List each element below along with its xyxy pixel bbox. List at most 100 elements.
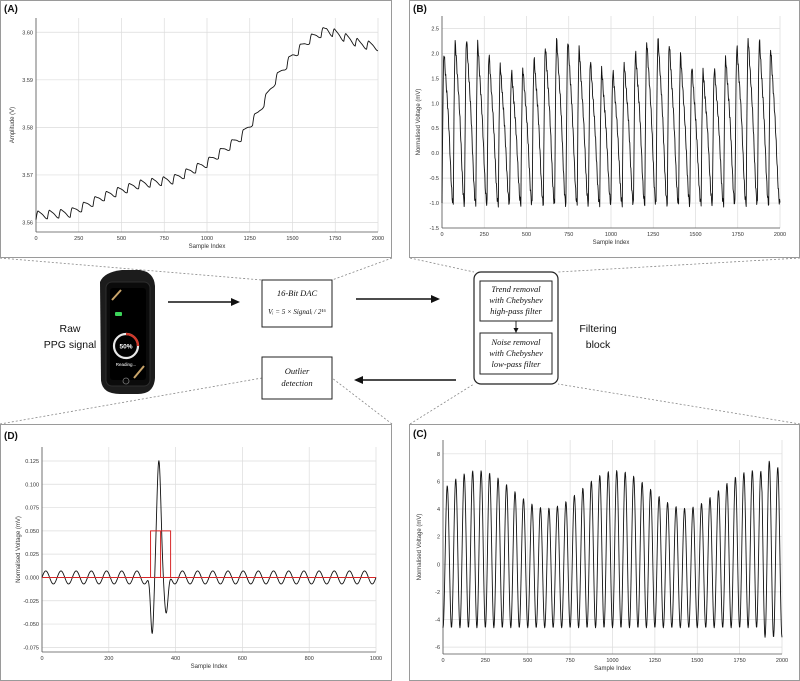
y-tick-label: 3.59 [22,78,33,84]
x-axis-label: Sample Index [191,664,228,670]
y-tick-label: 3.56 [22,220,33,226]
x-tick-label: 1750 [732,232,744,238]
x-tick-label: 1500 [691,658,703,664]
y-tick-label: 0 [437,562,440,568]
outlier-detection-box [261,356,333,400]
signal-trace [442,460,783,638]
x-tick-label: 1250 [647,232,659,238]
signal-trace [441,37,781,208]
chart-a: 3.56 3.57 3.58 3.59 3.60 0 250 500 750 1000 1250 15… [10,18,384,250]
x-tick-label: 1500 [286,236,298,242]
y-tick-label: 0.5 [431,126,439,132]
y-tick-label: 0.075 [25,506,39,512]
x-tick-label: 1000 [201,236,213,242]
connector-d-right [331,377,393,425]
y-tick-label: 2 [437,535,440,541]
chart-d: -0.075 -0.050 -0.025 0.000 0.025 0.050 0.075 0.… [16,447,382,670]
y-tick-label: -1.5 [430,226,439,232]
x-tick-label: 1000 [606,658,618,664]
arrow-device-to-dac [168,298,240,306]
y-tick-label: 0.050 [25,529,39,535]
noise-line2: with Chebyshev [489,348,543,358]
dac-box [261,279,333,328]
x-tick-label: 1250 [244,236,256,242]
connector-a-right [331,257,393,281]
x-tick-label: 1500 [689,232,701,238]
trend-line2: with Chebyshev [489,295,543,305]
y-tick-label: 3.60 [22,30,33,36]
trend-line3: high-pass filter [490,306,542,316]
y-tick-label: 3.57 [22,173,33,179]
outlier-line2: detection [281,378,312,388]
x-tick-label: 500 [523,658,532,664]
raw-label-line2: PPG signal [44,339,97,351]
y-tick-label: 3.58 [22,125,33,131]
noise-removal-box [479,332,553,375]
device-status: Reading... [116,362,137,367]
panel-b-frame [409,0,800,258]
x-tick-label: 0 [40,656,43,662]
home-button-icon [122,377,130,385]
x-tick-label: 0 [441,658,444,664]
device-percent: 50% [119,344,132,351]
y-axis-label: Amplitude (V) [10,107,16,143]
x-tick-label: 2000 [774,232,786,238]
panel-d-letter: (D) [4,431,18,442]
y-tick-label: 8 [437,452,440,458]
y-tick-label: 1.5 [431,76,439,82]
y-tick-label: 4 [437,507,440,513]
x-tick-label: 1250 [649,658,661,664]
x-tick-label: 250 [480,232,489,238]
x-axis-label: Sample Index [593,240,630,246]
filter-label-line1: Filtering [579,323,617,335]
connector-c-right [557,383,800,425]
chart-b: -1.5 -1.0 -0.5 0.0 0.5 1.0 1.5 2.0 2.5 0 250 500 750… [416,16,786,246]
y-tick-label: -0.075 [23,645,39,651]
arrow-filter-to-outlier [354,376,456,384]
y-tick-label: 2.5 [431,26,439,32]
trend-removal-box [479,280,553,322]
raw-label-line1: Raw [59,323,80,335]
filter-label-line2: block [586,339,611,351]
panel-c-letter: (C) [413,429,427,440]
smart-band-device: 50% Reading... [100,270,155,394]
y-tick-label: 0.125 [25,459,39,465]
y-tick-label: -1.0 [430,201,439,207]
y-tick-label: 2.0 [431,51,439,57]
x-tick-label: 800 [305,656,314,662]
x-tick-label: 250 [481,658,490,664]
chart-c: -6 -4 -2 0 2 4 6 8 0 250 500 750 1000 1250 1500 1750 200… [417,440,788,672]
panel-c-frame [409,424,800,681]
x-tick-label: 600 [238,656,247,662]
noise-line1: Noise removal [490,337,541,347]
y-axis-label: Normalised Voltage (mV) [416,89,422,156]
connector-b-right [557,257,800,273]
y-tick-label: -0.050 [23,622,39,628]
panel-b-letter: (B) [413,4,427,15]
x-tick-label: 750 [160,236,169,242]
y-tick-label: 0.025 [25,552,39,558]
y-tick-label: 6 [437,479,440,485]
signal-trace [35,27,379,220]
panel-a-frame [0,0,392,258]
x-tick-label: 200 [104,656,113,662]
x-tick-label: 500 [522,232,531,238]
y-tick-label: -4 [435,617,440,623]
panel-d-frame [0,424,392,681]
y-tick-label: -2 [435,590,440,596]
x-tick-label: 750 [564,232,573,238]
y-tick-label: -0.025 [23,599,39,605]
x-axis-label: Sample Index [189,244,226,250]
x-tick-label: 250 [74,236,83,242]
battery-icon [115,312,122,316]
x-tick-label: 2000 [776,658,788,664]
x-tick-label: 2000 [372,236,384,242]
connector-c-left [409,383,475,425]
y-tick-label: 0.0 [431,151,439,157]
y-tick-label: -6 [435,645,440,651]
x-tick-label: 1000 [370,656,382,662]
x-tick-label: 1750 [734,658,746,664]
x-tick-label: 400 [171,656,180,662]
x-tick-label: 0 [440,232,443,238]
